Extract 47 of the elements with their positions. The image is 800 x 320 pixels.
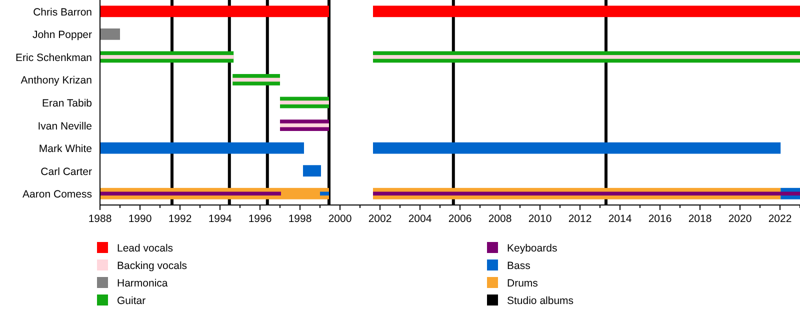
y-tick-label: Aaron Comess	[22, 188, 92, 201]
bar	[373, 6, 800, 18]
legend-label: Bass	[507, 260, 530, 272]
legend-label: Studio albums	[507, 295, 574, 307]
legend-label: Keyboards	[507, 242, 558, 254]
y-tick-label: Chris Barron	[33, 6, 92, 18]
bar	[232, 78, 280, 82]
x-tick-label: 2010	[528, 213, 552, 225]
legend-label: Backing vocals	[117, 260, 188, 272]
x-tick-label: 2012	[568, 213, 592, 225]
x-tick-label: 2016	[648, 213, 672, 225]
bar	[100, 28, 120, 40]
x-tick-label: 2020	[728, 213, 752, 225]
bar	[373, 55, 800, 59]
x-tick-label: 2022	[768, 213, 792, 225]
y-tick-label: John Popper	[32, 29, 92, 42]
x-tick-label: 2018	[688, 213, 712, 225]
legend-label: Guitar	[117, 295, 146, 307]
y-tick-label: Anthony Krizan	[20, 74, 92, 87]
bar	[100, 6, 329, 18]
bar	[373, 192, 800, 196]
legend-label: Drums	[507, 278, 538, 290]
x-tick-label: 2000	[328, 213, 352, 225]
bar	[280, 100, 329, 104]
x-tick-label: 1990	[128, 213, 152, 225]
x-tick-label: 2004	[408, 213, 432, 225]
x-tick-label: 2006	[448, 213, 472, 225]
y-tick-label: Eran Tabib	[42, 98, 92, 110]
bar	[280, 123, 329, 128]
legend-label: Harmonica	[117, 278, 168, 290]
y-tick-label: Ivan Neville	[38, 120, 92, 132]
x-tick-label: 1988	[88, 213, 112, 225]
legend-label: Lead vocals	[117, 242, 174, 254]
y-tick-label: Eric Schenkman	[16, 52, 92, 64]
bar	[100, 142, 304, 154]
bar	[100, 55, 234, 59]
x-tick-label: 2014	[608, 213, 632, 225]
x-tick-label: 2002	[368, 213, 392, 225]
y-tick-label: Mark White	[38, 143, 92, 156]
x-tick-label: 2008	[488, 213, 512, 225]
x-tick-label: 1998	[288, 213, 312, 225]
bar	[373, 142, 781, 154]
bar	[303, 165, 321, 177]
x-tick-label: 1992	[168, 213, 192, 225]
y-tick-label: Carl Carter	[40, 166, 92, 178]
x-tick-label: 1994	[208, 213, 232, 225]
x-tick-label: 1996	[248, 213, 272, 225]
